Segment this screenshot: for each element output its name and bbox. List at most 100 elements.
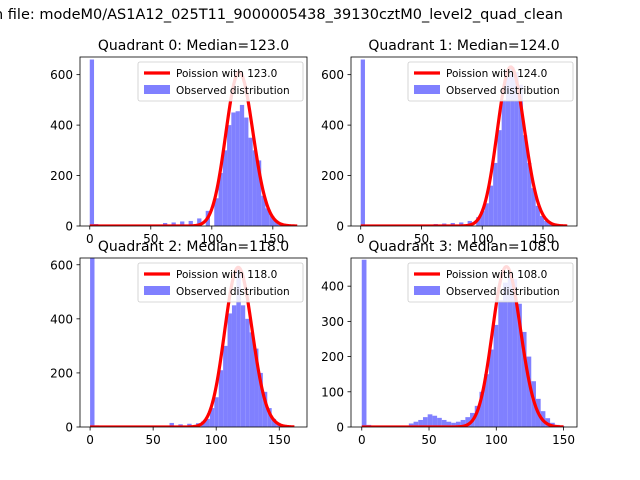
histogram-bar: [235, 111, 240, 226]
legend-box: [137, 262, 304, 303]
y-tick-label: 400: [50, 312, 73, 326]
histogram-bar: [244, 117, 249, 226]
histogram-bar: [361, 259, 367, 427]
legend-box: [407, 61, 574, 102]
histogram-bar: [427, 414, 433, 427]
legend-patch-swatch: [414, 85, 440, 94]
legend-patch-swatch: [144, 286, 170, 295]
histogram-bar: [209, 408, 215, 427]
histogram-bar: [503, 282, 508, 427]
legend-box: [137, 61, 304, 102]
histogram-bar: [488, 349, 494, 427]
histogram-bar: [510, 67, 515, 226]
x-tick-label: 150: [268, 433, 291, 447]
histogram-bar: [256, 160, 262, 226]
histogram-bar: [218, 370, 224, 427]
histogram-bar: [480, 210, 485, 226]
histogram-bar: [484, 203, 489, 226]
histogram-bar: [512, 279, 518, 427]
histogram-bar: [214, 198, 219, 226]
y-tick-label: 400: [321, 280, 344, 294]
histogram-bar: [231, 112, 236, 226]
histogram-bar: [89, 59, 95, 226]
panel-3: 0 50 100 150 0 100 200 300 400 Quadrant 3: Median…: [321, 239, 578, 447]
histogram-bar: [474, 405, 480, 427]
legend-label: Observed distribution: [446, 286, 560, 298]
histogram-bar: [418, 419, 423, 427]
legend: Poission with 108.0 Observed distribution: [407, 262, 574, 303]
histogram-bar: [518, 84, 523, 226]
histogram-bar: [476, 217, 481, 226]
x-tick-label: 150: [532, 232, 555, 246]
legend-label: Observed distribution: [176, 85, 290, 97]
y-tick-label: 0: [65, 421, 73, 435]
histogram-bar: [497, 130, 502, 226]
histogram-bar: [535, 205, 540, 226]
y-tick-label: 0: [336, 421, 344, 435]
histogram-bar: [267, 408, 272, 427]
y-tick-label: 600: [321, 68, 344, 82]
histogram-bar: [274, 220, 279, 226]
histogram-bar: [451, 422, 456, 427]
histogram-bar: [227, 313, 232, 427]
histogram-bar: [459, 222, 464, 226]
y-tick-label: 200: [50, 366, 73, 380]
histogram-bar: [205, 418, 210, 427]
histogram-bar: [90, 258, 95, 427]
histogram-bar: [249, 332, 255, 427]
histogram-bar: [422, 417, 428, 427]
histogram-bar: [521, 331, 527, 427]
histogram-bar: [432, 415, 438, 427]
histogram-bar: [507, 272, 513, 427]
axes-frame: [350, 257, 578, 428]
histogram-bar: [169, 422, 174, 427]
axes-frame: [350, 56, 578, 227]
x-tick-label: 50: [146, 433, 161, 447]
x-tick-label: 0: [86, 433, 94, 447]
histogram-bar: [258, 372, 263, 427]
histogram-bar: [539, 215, 545, 226]
histogram-bar: [522, 135, 528, 226]
histogram-bar: [223, 345, 228, 427]
histogram-bar: [441, 419, 447, 427]
histogram-bar: [479, 391, 485, 427]
x-tick-label: 0: [86, 232, 94, 246]
histogram-bar: [180, 221, 185, 226]
x-tick-label: 150: [261, 232, 284, 246]
legend-label: Poission with 108.0: [446, 269, 547, 281]
histogram-bar: [188, 220, 193, 226]
legend-label: Poission with 118.0: [176, 269, 277, 281]
panel-title: Quadrant 2: Median=118.0: [98, 239, 289, 255]
histogram-bar: [171, 222, 176, 226]
histogram-bar: [460, 419, 466, 427]
x-tick-label: 100: [485, 433, 508, 447]
y-tick-label: 400: [321, 119, 344, 133]
histogram-bar: [265, 208, 270, 226]
histogram-bar: [236, 267, 241, 427]
histogram-bar: [262, 391, 268, 427]
x-tick-label: 100: [200, 232, 223, 246]
axes-frame: [79, 257, 308, 428]
histogram-bar: [231, 305, 237, 427]
panel-0: 0 50 100 150 0 200 400 600 Quadrant 0: Median=12…: [50, 38, 308, 246]
x-tick-label: 50: [414, 232, 429, 246]
histogram-bar: [360, 59, 365, 226]
legend-patch-swatch: [414, 286, 440, 295]
legend: Poission with 124.0 Observed distribution: [407, 61, 574, 102]
panel-title: Quadrant 3: Median=108.0: [368, 239, 559, 255]
histogram-bar: [544, 220, 549, 226]
histogram-bar: [197, 218, 202, 226]
y-tick-label: 200: [50, 169, 73, 183]
axes-frame: [79, 56, 308, 227]
histogram-bar: [261, 195, 266, 226]
legend-box: [407, 262, 574, 303]
legend-label: Observed distribution: [446, 85, 560, 97]
histogram-bar: [271, 418, 277, 427]
figure-suptitle: n file: modeM0/AS1A12_025T11_9000005438_…: [0, 7, 563, 23]
panel-1: 0 50 100 150 0 200 400 600 Quadrant 1: Median=12…: [321, 38, 578, 246]
x-tick-label: 100: [471, 232, 494, 246]
legend: Poission with 118.0 Observed distribution: [137, 262, 304, 303]
histogram-bar: [252, 150, 257, 226]
y-tick-label: 600: [50, 68, 73, 82]
